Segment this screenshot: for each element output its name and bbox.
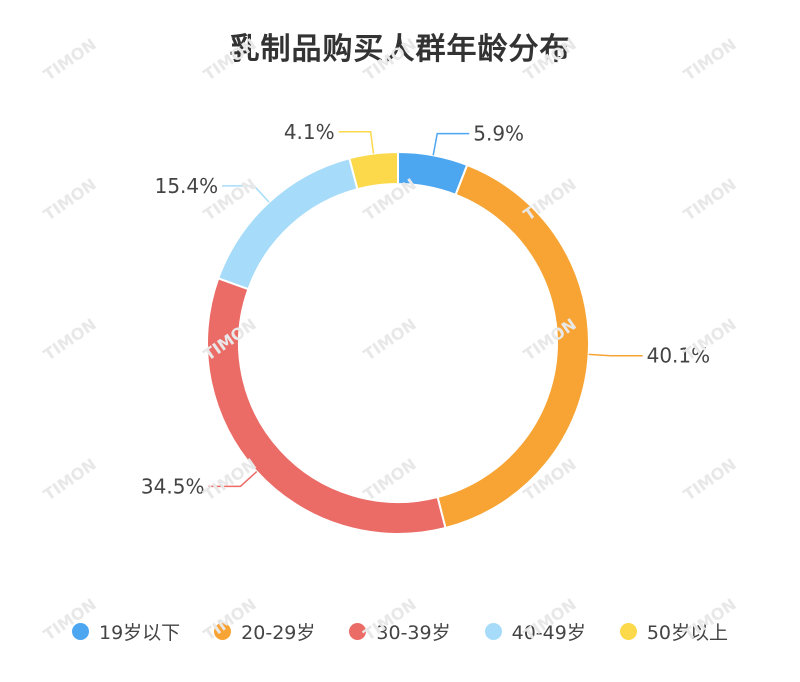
legend-swatch xyxy=(619,623,637,640)
legend: 19岁以下 20-29岁 30-39岁 40-49岁 50岁以上 xyxy=(0,618,800,645)
legend-swatch xyxy=(349,623,367,640)
donut-slice[interactable] xyxy=(206,277,447,535)
data-label: 5.9% xyxy=(473,122,524,146)
legend-label: 20-29岁 xyxy=(241,622,316,644)
legend-item[interactable]: 20-29岁 xyxy=(214,618,315,645)
leader-line xyxy=(338,131,375,154)
donut-slice[interactable] xyxy=(436,163,590,530)
legend-item[interactable]: 30-39岁 xyxy=(349,618,451,645)
data-label: 15.4% xyxy=(155,174,219,198)
data-label: 4.1% xyxy=(284,120,335,144)
legend-label: 40-49岁 xyxy=(511,622,586,644)
leader-line xyxy=(588,353,643,357)
legend-label: 50岁以上 xyxy=(646,622,729,644)
donut-slice[interactable] xyxy=(348,150,399,191)
donut-slice[interactable] xyxy=(217,157,359,291)
legend-swatch xyxy=(71,623,89,640)
legend-swatch xyxy=(214,623,232,640)
data-label: 34.5% xyxy=(141,474,205,498)
legend-swatch xyxy=(484,623,502,640)
leader-line xyxy=(222,185,270,203)
legend-label: 30-39岁 xyxy=(376,622,451,644)
legend-item[interactable]: 40-49岁 xyxy=(484,618,586,645)
legend-label: 19岁以下 xyxy=(98,622,181,644)
legend-item[interactable]: 50岁以上 xyxy=(619,618,729,645)
chart-title: 乳制品购买人群年龄分布 xyxy=(229,32,571,67)
donut-slice[interactable] xyxy=(397,150,469,197)
data-label: 40.1% xyxy=(647,344,711,368)
legend-item[interactable]: 19岁以下 xyxy=(71,618,181,645)
leader-line xyxy=(208,470,258,488)
leader-line xyxy=(432,132,470,156)
